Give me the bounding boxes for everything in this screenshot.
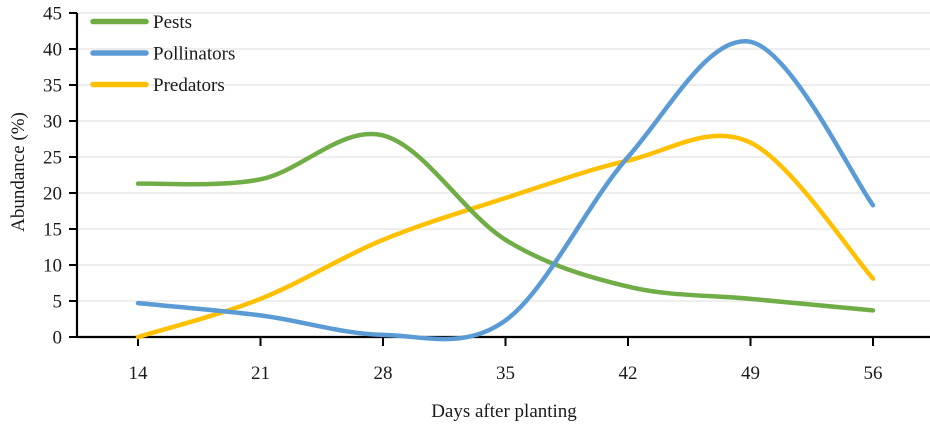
- x-tick-label: 35: [496, 363, 515, 384]
- y-tick-label: 40: [43, 40, 62, 61]
- y-tick-label: 15: [43, 220, 62, 241]
- y-axis-ticks: [69, 12, 77, 338]
- y-axis-title: Abundance (%): [8, 112, 29, 232]
- y-tick-label: 10: [43, 256, 62, 277]
- x-tick-label: 49: [741, 363, 760, 384]
- y-tick-label: 45: [43, 4, 62, 25]
- x-axis-title: Days after planting: [431, 401, 577, 422]
- y-tick-label: 30: [43, 112, 62, 133]
- y-tick-label: 20: [43, 184, 62, 205]
- series-line-pests: [135, 131, 876, 313]
- legend-label-predators: Predators: [153, 75, 225, 96]
- x-tick-label: 21: [251, 363, 270, 384]
- x-tick-label: 42: [619, 363, 638, 384]
- x-tick-label: 28: [374, 363, 393, 384]
- legend: Pests Pollinators Predators: [90, 12, 235, 96]
- gridlines: [77, 12, 930, 302]
- y-tick-label: 0: [53, 328, 63, 349]
- y-tick-label: 25: [43, 148, 62, 169]
- series-line-predators: [135, 133, 876, 340]
- x-tick-label: 14: [129, 363, 149, 384]
- series-line-pollinators: [135, 39, 876, 342]
- legend-label-pollinators: Pollinators: [153, 44, 235, 65]
- y-axis-tick-labels: 0 5 10 15 20 25 30 35 40 45: [43, 4, 62, 349]
- y-tick-label: 35: [43, 76, 62, 97]
- y-tick-label: 5: [53, 292, 63, 313]
- x-axis-ticks: [137, 337, 874, 346]
- axes: [75, 13, 930, 339]
- x-tick-label: 56: [864, 363, 883, 384]
- x-axis-tick-labels: 14 21 28 35 42 49 56: [129, 363, 883, 384]
- legend-label-pests: Pests: [153, 12, 192, 33]
- series-lines: [135, 39, 876, 342]
